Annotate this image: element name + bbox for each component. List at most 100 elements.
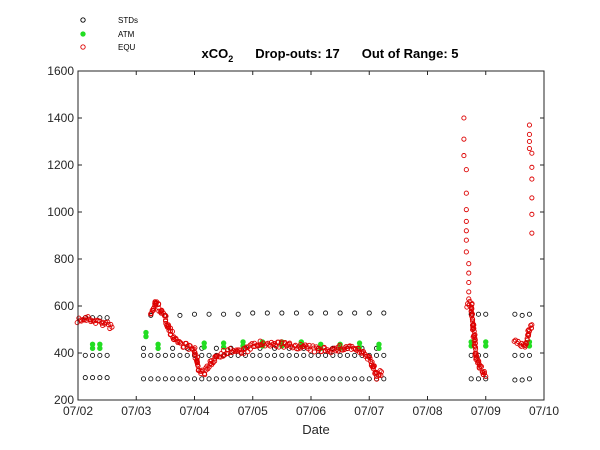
stds-point [293,310,299,316]
equ-point [316,345,322,351]
stds-point [257,352,263,358]
x-tick-label: 07/05 [238,404,268,418]
equ-point [463,218,469,224]
stds-point [235,311,241,317]
equ-point [367,355,373,361]
atm-point [89,341,96,347]
equ-point [167,328,173,334]
stds-point [286,352,292,358]
atm-point [356,340,363,346]
equ-point [377,368,383,374]
y-tick-label: 1400 [47,111,74,125]
stds-point [162,376,168,382]
stds-point [323,352,329,358]
equ-point [463,249,469,255]
equ-point [466,289,472,295]
stds-point [330,376,336,382]
stds-point [308,310,314,316]
equ-point [469,306,475,312]
x-tick-label: 07/03 [121,404,151,418]
equ-point [187,343,193,349]
stds-point [206,352,212,358]
equ-point [529,230,535,236]
legend-marker-stds [80,17,86,23]
y-tick-label: 200 [54,393,74,407]
equ-point [463,228,469,234]
stds-point [162,352,168,358]
legend-marker-atm [80,31,86,37]
equ-point [472,344,479,350]
stds-point [184,376,190,382]
y-tick-label: 1600 [47,64,74,78]
stds-point [293,352,299,358]
stds-point [199,376,205,382]
stds-point [337,310,343,316]
y-tick-label: 800 [54,252,74,266]
stds-point [228,376,234,382]
equ-point [461,115,467,121]
equ-point [88,319,94,325]
equ-point [276,339,282,345]
equ-point [276,344,282,350]
equ-point [315,347,322,353]
stds-point [468,376,474,382]
stds-point [337,376,343,382]
stds-point [264,376,270,382]
legend: STDs ATM EQU [80,16,138,52]
equ-point [472,343,478,349]
equ-point [85,314,91,320]
stds-point [279,376,285,382]
stds-point [519,352,525,358]
stds-point [323,310,329,316]
stds-point [279,310,285,316]
equ-point [529,150,535,156]
equ-point [378,372,384,379]
stds-point [97,352,103,358]
equ-point [220,347,226,354]
stds-point [374,352,380,358]
x-tick-label: 07/09 [471,404,501,418]
equ-point [233,347,239,353]
stds-point [308,376,314,382]
stds-point [206,376,212,382]
stds-point [177,376,183,382]
equ-point [461,153,467,159]
atm-point [97,341,103,347]
chart-title: xCO2 Drop-outs: 17 Out of Range: 5 [201,46,458,64]
equ-point [163,317,169,323]
stds-point [221,376,227,382]
stds-point [199,352,205,358]
equ-point [529,211,535,217]
x-tick-label: 07/02 [63,404,93,418]
equ-point [472,332,478,338]
stds-point [512,377,518,383]
atm-point [201,340,207,346]
equ-point [150,307,156,313]
stds-point [352,376,358,382]
x-tick-label: 07/08 [412,404,442,418]
equ-point [526,122,532,128]
stds-point [191,311,197,317]
equ-point [156,301,162,307]
y-tick-label: 1000 [47,205,74,219]
stds-point [475,311,481,317]
equ-point [476,358,482,364]
y-tick-label: 400 [54,346,74,360]
stds-point [359,376,365,382]
atm-point [376,341,382,347]
equ-point [466,270,472,276]
equ-point [192,350,198,356]
stds-point [235,376,241,382]
stds-point [308,352,314,358]
stds-point [366,376,372,382]
equ-point [463,237,469,243]
stds-point [344,376,350,382]
plot-area [74,115,535,383]
equ-point [109,324,115,330]
equ-point [249,341,255,347]
equ-point [105,319,111,325]
stds-point [519,377,525,383]
equ-point [483,373,489,380]
stds-point [526,376,532,382]
